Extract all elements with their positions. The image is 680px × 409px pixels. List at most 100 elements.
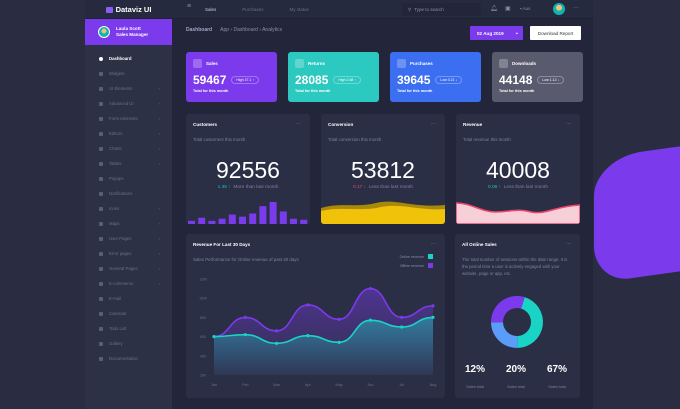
y-tick-label: 1000 xyxy=(199,297,207,301)
stat-label: Purchases xyxy=(410,61,433,66)
nav-sales[interactable]: Sales xyxy=(205,7,217,12)
sidebar-item-editors[interactable]: Editors › xyxy=(85,126,172,141)
stat-card-downloads: Downloads 44148 Low 1.12 ↓ Total for this… xyxy=(492,52,583,102)
sidebar-item-widgets[interactable]: Widgets xyxy=(85,66,172,81)
menu-icon xyxy=(99,281,103,286)
sidebar-item-gallery[interactable]: Gallery xyxy=(85,336,172,351)
y-tick-label: 200 xyxy=(200,374,206,378)
x-tick-label: Mar xyxy=(273,383,280,387)
sidebar-item-user-pages[interactable]: User Pages › xyxy=(85,231,172,246)
sidebar-item-e-mail[interactable]: E-mail xyxy=(85,291,172,306)
language-label: Aus xyxy=(522,6,531,11)
chevron-right-icon: › xyxy=(158,146,160,151)
sidebar-item-label: Form elements xyxy=(109,116,138,121)
kpi-subtitle: Total conversion this month xyxy=(328,137,382,142)
menu-icon xyxy=(99,296,103,301)
more-menu-icon[interactable]: ··· xyxy=(431,121,436,127)
date-picker[interactable]: 02 Aug 2019 ⌄ xyxy=(470,26,523,40)
stat-badge: High 37.1 ↑ xyxy=(231,76,260,84)
stat-icon xyxy=(193,59,202,68)
sidebar: Laula Scott Sales Manager Dashboard Widget… xyxy=(85,19,172,409)
sidebar-item-e-commerce[interactable]: E-commerce › xyxy=(85,276,172,291)
user-role: Sales Manager xyxy=(116,32,149,37)
x-tick-label: Aug xyxy=(430,383,437,387)
sidebar-item-calendar[interactable]: Calendar xyxy=(85,306,172,321)
sidebar-item-maps[interactable]: Maps › xyxy=(85,216,172,231)
sidebar-item-notifications[interactable]: Notifications xyxy=(85,186,172,201)
area-online-revenue xyxy=(214,317,433,375)
stat-card-returns: Returns 28085 High 2.68 ↑ Total for this … xyxy=(288,52,379,102)
kpi-value: 40008 xyxy=(486,157,550,183)
sidebar-item-general-pages[interactable]: General Pages › xyxy=(85,261,172,276)
bell-icon[interactable]: 🔔︎ xyxy=(490,6,498,12)
sidebar-item-label: Advanced UI xyxy=(109,101,134,106)
sidebar-item-label: Dashboard xyxy=(109,56,132,61)
sidebar-item-ui-elements[interactable]: UI Elements › xyxy=(85,81,172,96)
x-tick-label: Apr xyxy=(305,383,312,387)
kpi-change: 0.17 ↓ xyxy=(352,185,367,190)
stat-icon xyxy=(295,59,304,68)
sidebar-item-todo-list[interactable]: Todo List xyxy=(85,321,172,336)
search-placeholder: Type to search xyxy=(414,7,444,12)
sidebar-item-tables[interactable]: Tables › xyxy=(85,156,172,171)
sidebar-item-error-pages[interactable]: Error pages › xyxy=(85,246,172,261)
menu-icon xyxy=(99,356,103,361)
stat-card-sales: Sales 59467 High 37.1 ↑ Total for this mo… xyxy=(186,52,277,102)
sidebar-item-dashboard[interactable]: Dashboard xyxy=(85,51,172,66)
hamburger-icon[interactable]: ≡ xyxy=(187,3,192,10)
data-point xyxy=(306,303,310,307)
y-tick-label: 600 xyxy=(200,335,206,339)
stat-label: Downloads xyxy=(512,61,537,66)
data-point xyxy=(400,315,404,319)
bar xyxy=(279,211,287,224)
menu-icon xyxy=(99,116,103,121)
breadcrumb-path[interactable]: App › Dashboard › Analytics xyxy=(220,27,283,33)
user-profile[interactable]: Laula Scott Sales Manager xyxy=(85,19,172,45)
data-point xyxy=(274,329,279,333)
data-point xyxy=(431,315,435,319)
more-menu-icon[interactable]: ··· xyxy=(296,121,301,127)
kpi-card-customers: Customers ··· Total customers this month … xyxy=(186,114,310,224)
language-selector[interactable]: ▪ Aus xyxy=(520,6,531,11)
menu-icon xyxy=(99,86,103,91)
legend-swatch xyxy=(428,263,433,268)
bar xyxy=(208,220,216,224)
chevron-right-icon: › xyxy=(158,221,160,226)
sidebar-item-advanced-ui[interactable]: Advanced UI › xyxy=(85,96,172,111)
date-value: 02 Aug 2019 xyxy=(477,30,504,36)
nav-my-status[interactable]: My status xyxy=(289,7,309,12)
stat-icon xyxy=(397,59,406,68)
more-menu-icon[interactable]: ··· xyxy=(566,121,571,127)
download-report-button[interactable]: Download Report xyxy=(530,26,581,40)
avatar xyxy=(98,26,110,38)
top-avatar[interactable] xyxy=(553,3,565,15)
revenue-subtitle: Sales Performance for Online revenue of … xyxy=(193,257,299,262)
legend-online: Online revenue xyxy=(400,254,433,259)
legend-swatch xyxy=(428,254,433,259)
stat-label: Sales xyxy=(206,61,218,66)
cart-icon[interactable]: ▣ xyxy=(505,6,511,12)
data-point xyxy=(431,304,435,308)
sidebar-item-label: Widgets xyxy=(109,71,125,76)
kpi-card-revenue: Revenue ··· Total revenue this month 4000… xyxy=(456,114,580,224)
more-icon[interactable]: ··· xyxy=(573,5,579,11)
line-online-revenue xyxy=(213,316,434,345)
online-title: All Online Sales xyxy=(462,242,497,247)
sidebar-item-form-elements[interactable]: Form elements › xyxy=(85,111,172,126)
menu-icon xyxy=(99,101,103,106)
sidebar-item-popups[interactable]: Popups xyxy=(85,171,172,186)
sidebar-item-charts[interactable]: Charts › xyxy=(85,141,172,156)
sidebar-item-documentation[interactable]: Documentation xyxy=(85,351,172,366)
kpi-value: 53812 xyxy=(351,157,415,183)
chevron-right-icon: › xyxy=(158,236,160,241)
more-menu-icon[interactable]: ··· xyxy=(431,241,436,247)
sidebar-item-icons[interactable]: Icons › xyxy=(85,201,172,216)
bar xyxy=(218,218,226,224)
search-input[interactable]: ⚲ Type to search xyxy=(402,3,481,16)
bar xyxy=(198,217,206,224)
kpi-title: Revenue xyxy=(463,122,483,127)
stat-value: 39645 xyxy=(397,73,431,87)
nav-purchases[interactable]: Purchases xyxy=(242,7,264,12)
data-point xyxy=(212,335,216,339)
more-menu-icon[interactable]: ··· xyxy=(566,241,571,247)
